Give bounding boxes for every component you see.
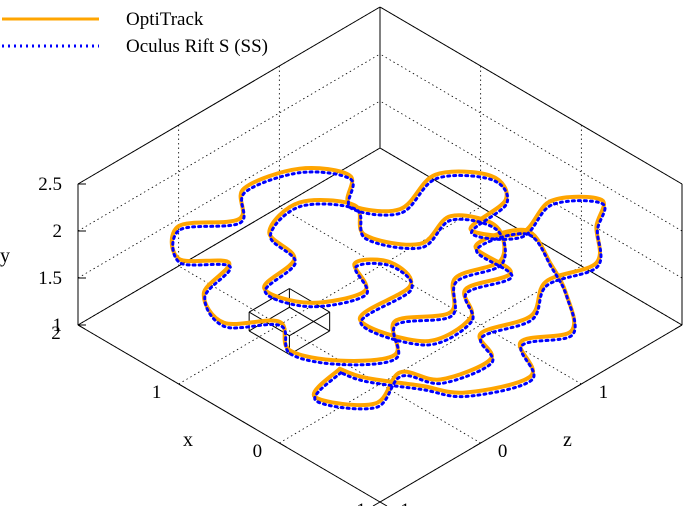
x-tick-mark-2: [178, 383, 186, 389]
axes-frame: [77, 6, 683, 503]
frame-edge-2: [77, 147, 381, 326]
legend: OptiTrack Oculus Rift S (SS): [2, 9, 268, 57]
x-tick-label-3: 2: [51, 323, 61, 344]
left-wall-grid-y-1: [77, 100, 381, 279]
z-tick-mark-3: [674, 324, 683, 330]
series-oculus-line: [171, 170, 607, 411]
z-tick-label-1: 0: [498, 441, 508, 462]
x-axis-label: x: [183, 429, 193, 451]
right-wall-grid-y-2: [379, 53, 683, 232]
cube-edge-11: [289, 288, 330, 313]
x-tick-mark-0: [379, 501, 388, 506]
tick-labels: -1012-101211.522.5: [38, 174, 683, 506]
z-axis-label: z: [563, 429, 572, 451]
legend-label-oculus: Oculus Rift S (SS): [126, 36, 268, 57]
floor-grid-x-1: [279, 265, 582, 444]
x-tick-mark-1: [279, 442, 287, 448]
z-tick-mark-1: [473, 442, 481, 448]
floor-grid-z-1: [178, 265, 481, 444]
series-layer: [169, 166, 607, 411]
series-optitrack-line: [169, 166, 606, 408]
frame-edge-8: [379, 6, 683, 185]
cube-edge-0: [289, 330, 330, 355]
x-tick-label-0: -1: [350, 500, 366, 506]
legend-label-optitrack: OptiTrack: [126, 9, 204, 30]
x-tick-label-1: 0: [253, 441, 263, 462]
frame-edge-7: [77, 6, 381, 185]
z-tick-mark-0: [372, 501, 381, 506]
z-tick-mark-2: [574, 383, 582, 389]
y-tick-label-2: 2: [53, 221, 63, 242]
frame-edge-1: [379, 324, 683, 503]
cube-edge-3: [248, 288, 290, 313]
x-tick-mark-3: [77, 324, 86, 330]
axis-labels: x y z: [0, 245, 572, 451]
y-tick-label-0: 1: [53, 315, 63, 336]
cube-edge-8: [248, 330, 290, 355]
y-tick-label-1: 1.5: [38, 268, 62, 289]
y-tick-label-3: 2.5: [38, 174, 62, 195]
cube-edge-1: [289, 311, 330, 337]
y-axis-label: y: [0, 245, 10, 267]
right-wall-grid-y-1: [379, 100, 683, 279]
z-tick-label-2: 1: [599, 382, 609, 403]
z-tick-label-0: -1: [394, 500, 410, 506]
x-tick-label-2: 1: [152, 382, 162, 403]
cube-edge-9: [289, 306, 330, 332]
frame-edge-0: [77, 324, 381, 503]
